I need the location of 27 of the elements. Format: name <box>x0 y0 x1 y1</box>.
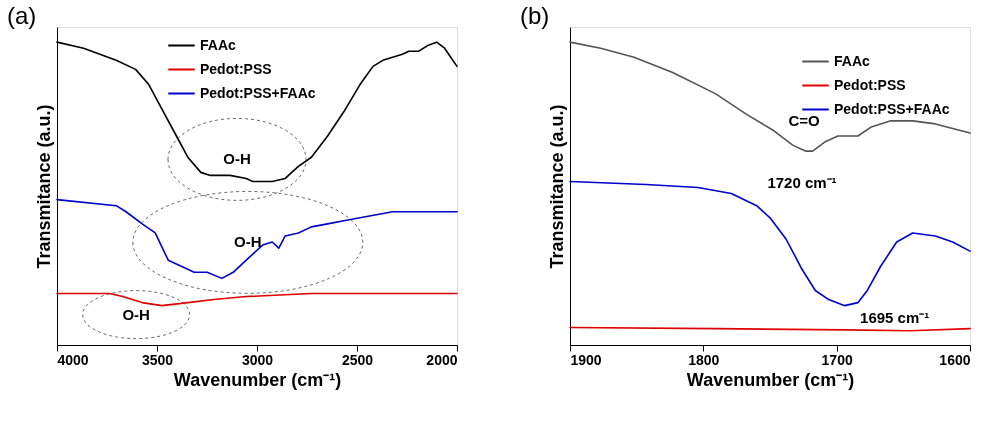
chart-title: (a) <box>7 2 37 29</box>
y-axis-title: Transmitance (a.u.) <box>33 104 54 269</box>
legend-label: FAAc <box>834 52 870 69</box>
x-tick-label: 1800 <box>688 351 720 368</box>
x-tick-label: 2500 <box>341 351 374 368</box>
x-tick-label: 3000 <box>241 351 274 368</box>
annotation: O-H <box>234 233 262 251</box>
legend-label: Pedot:PSS <box>834 76 906 93</box>
legend-label: Pedot:PSS+FAAc <box>200 84 316 101</box>
annotation: O-H <box>122 305 150 323</box>
x-tick-label: 3500 <box>141 351 174 368</box>
annotation: C=O <box>788 112 820 130</box>
x-axis-title: Wavenumber (cm⁻¹) <box>686 369 855 390</box>
x-tick-label: 4000 <box>57 351 89 368</box>
x-axis-title: Wavenumber (cm⁻¹) <box>173 369 342 390</box>
y-axis-title: Transmitance (a.u.) <box>546 104 567 269</box>
chart-title: (b) <box>520 2 550 29</box>
annotation: O-H <box>223 150 251 168</box>
legend-label: Pedot:PSS <box>200 60 272 77</box>
x-tick-label: 1700 <box>821 351 853 368</box>
legend-label: Pedot:PSS+FAAc <box>834 100 950 117</box>
annotation: 1695 cm⁻¹ <box>860 308 930 326</box>
x-tick-label: 1600 <box>939 351 971 368</box>
x-tick-label: 1900 <box>570 351 602 368</box>
legend-label: FAAc <box>200 36 236 53</box>
x-tick-label: 2000 <box>426 351 458 368</box>
annotation: 1720 cm⁻¹ <box>767 174 837 192</box>
